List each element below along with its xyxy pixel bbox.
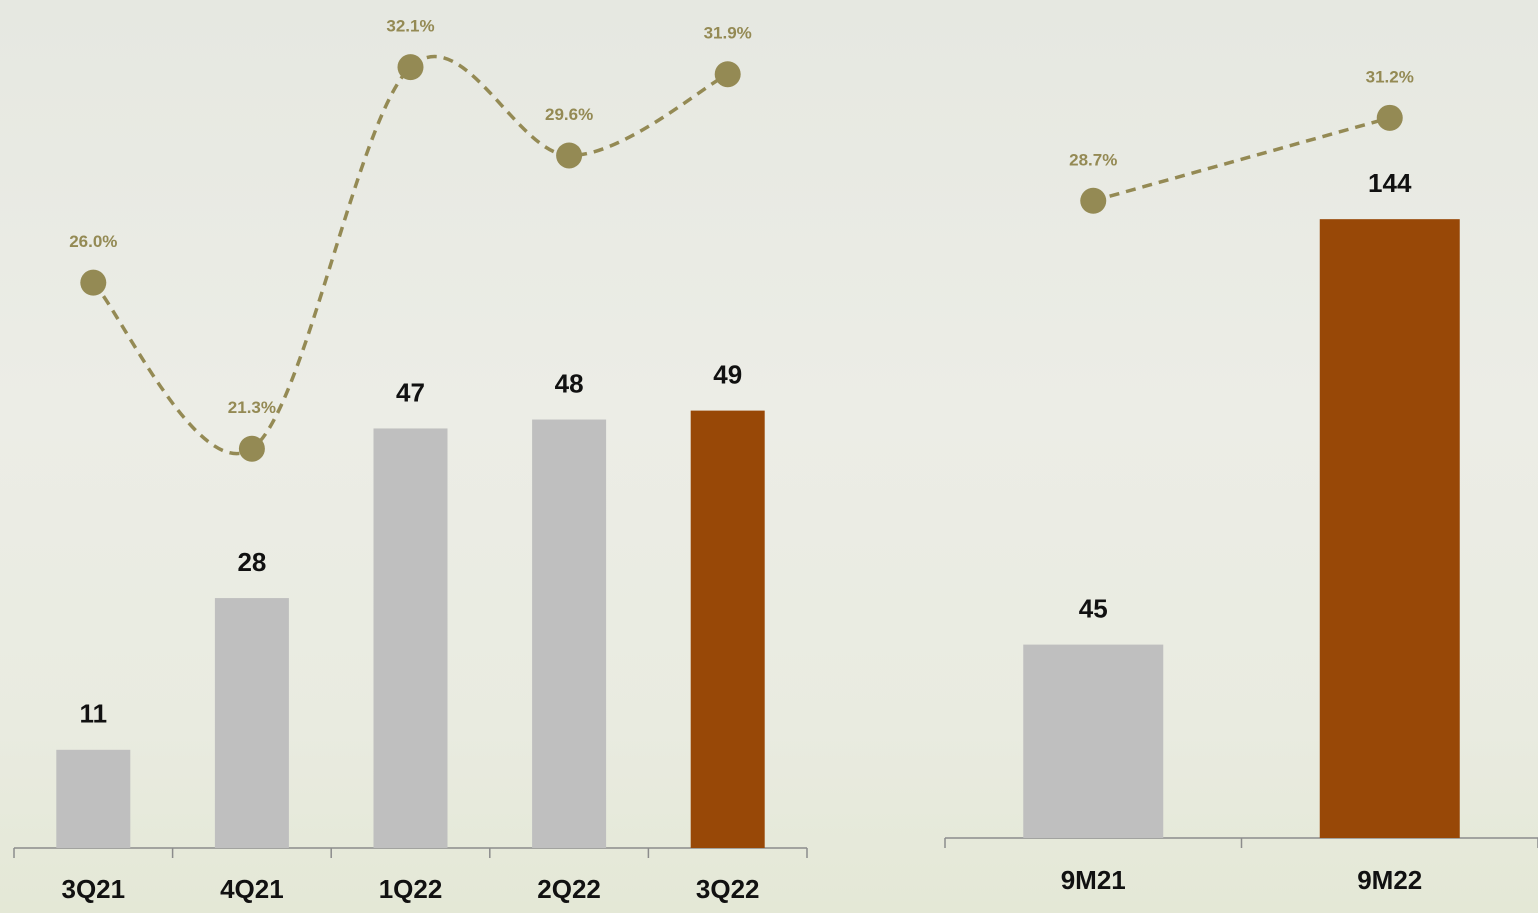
bar bbox=[1023, 644, 1164, 838]
bar-value-label: 11 bbox=[80, 699, 108, 729]
bar-value-label: 45 bbox=[1079, 593, 1108, 623]
bar-value-label: 49 bbox=[713, 359, 742, 389]
ratio-line bbox=[92, 55, 729, 456]
ratio-value-label: 31.9% bbox=[704, 24, 752, 43]
ratio-marker bbox=[238, 435, 265, 462]
bar bbox=[56, 749, 131, 848]
x-tick-label: 4Q21 bbox=[220, 874, 284, 904]
bar-value-label: 144 bbox=[1368, 168, 1412, 198]
x-tick-label: 9M21 bbox=[1061, 865, 1126, 895]
ratio-value-label: 29.6% bbox=[545, 105, 593, 124]
bar bbox=[1319, 219, 1460, 838]
ratio-marker bbox=[80, 269, 107, 296]
x-tick-label: 2Q22 bbox=[537, 874, 601, 904]
ratio-line bbox=[1092, 116, 1391, 203]
ratio-value-label: 32.1% bbox=[386, 17, 434, 36]
ratio-value-label: 21.3% bbox=[228, 398, 276, 417]
bar-value-label: 28 bbox=[237, 547, 266, 577]
bar bbox=[532, 419, 607, 848]
ratio-value-label: 26.0% bbox=[69, 232, 117, 251]
x-tick-label: 3Q21 bbox=[61, 874, 125, 904]
bar bbox=[214, 598, 289, 848]
x-tick-label: 3Q22 bbox=[696, 874, 760, 904]
x-tick-label: 9M22 bbox=[1357, 865, 1422, 895]
bar-value-label: 47 bbox=[396, 377, 425, 407]
bar bbox=[373, 428, 448, 848]
bar bbox=[690, 410, 765, 848]
ratio-value-label: 28.7% bbox=[1069, 150, 1117, 169]
ratio-marker bbox=[1376, 104, 1403, 131]
ratio-marker bbox=[556, 142, 583, 169]
x-tick-label: 1Q22 bbox=[379, 874, 443, 904]
bar-value-label: 48 bbox=[555, 368, 584, 398]
ratio-marker bbox=[1080, 187, 1107, 214]
ratio-value-label: 31.2% bbox=[1366, 67, 1414, 86]
ratio-marker bbox=[714, 61, 741, 88]
ratio-marker bbox=[397, 54, 424, 81]
